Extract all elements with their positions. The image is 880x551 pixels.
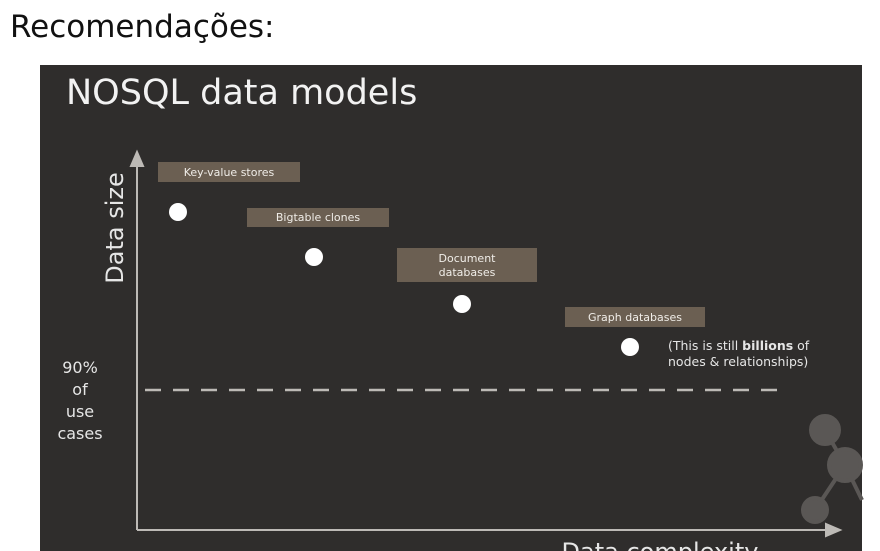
threshold-text: cases: [57, 424, 102, 443]
node-box: [397, 248, 537, 282]
heading: Recomendações:: [10, 9, 275, 45]
threshold-text: use: [66, 402, 94, 421]
slide-title: NOSQL data models: [66, 73, 417, 113]
slide: [40, 65, 862, 551]
threshold-text: of: [72, 380, 88, 399]
node-box: [158, 162, 300, 182]
note: nodes & relationships): [668, 354, 808, 369]
node-box: [247, 208, 389, 227]
node-dot: [621, 338, 639, 356]
node-dot: [305, 248, 323, 266]
node-label: Graph databases: [588, 311, 682, 324]
node-label: Key-value stores: [184, 166, 275, 179]
node-label: databases: [439, 266, 496, 279]
node-label: Document: [439, 252, 497, 265]
y-axis-label: Data size: [101, 172, 129, 283]
note-bold: billions: [742, 338, 793, 353]
node-label: Bigtable clones: [276, 211, 361, 224]
node-dot: [169, 203, 187, 221]
threshold-text: 90%: [62, 358, 98, 377]
threshold-label: 90% of use cases: [57, 358, 102, 443]
note: (This is still billions of: [668, 338, 810, 353]
node-box: [565, 307, 705, 327]
decoration: [801, 414, 864, 524]
x-axis-label: Data complexity: [562, 538, 759, 551]
note-text: (This is still: [668, 338, 742, 353]
axes: [129, 149, 843, 538]
note-text: of: [793, 338, 810, 353]
node-dot: [453, 295, 471, 313]
